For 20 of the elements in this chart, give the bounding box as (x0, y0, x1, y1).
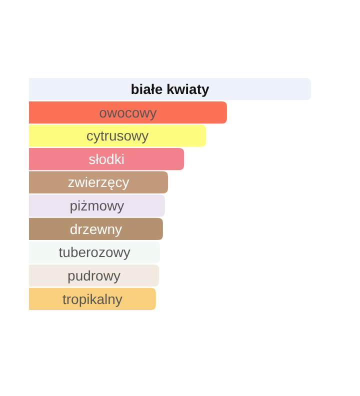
bar (29, 171, 168, 194)
bar (29, 194, 165, 217)
bar (29, 241, 160, 264)
y-tick-label: zwierzęcy (68, 174, 130, 190)
bar (29, 101, 227, 124)
bar (29, 124, 206, 147)
y-tick-label: piżmowy (70, 198, 124, 214)
y-tick-label: słodki (88, 150, 124, 167)
y-tick-label: tuberozowy (58, 244, 130, 260)
bar (29, 78, 311, 100)
bar (29, 288, 156, 310)
y-tick-label: cytrusowy (86, 128, 149, 144)
y-tick-label: drzewny (70, 220, 122, 237)
y-tick-label: białe kwiaty (130, 80, 210, 97)
y-tick-label: pudrowy (68, 268, 120, 284)
y-tick-label: tropikalny (62, 290, 122, 307)
bar (29, 148, 184, 170)
y-tick-label: owocowy (99, 104, 157, 120)
bar (29, 218, 163, 240)
bar (29, 264, 159, 287)
